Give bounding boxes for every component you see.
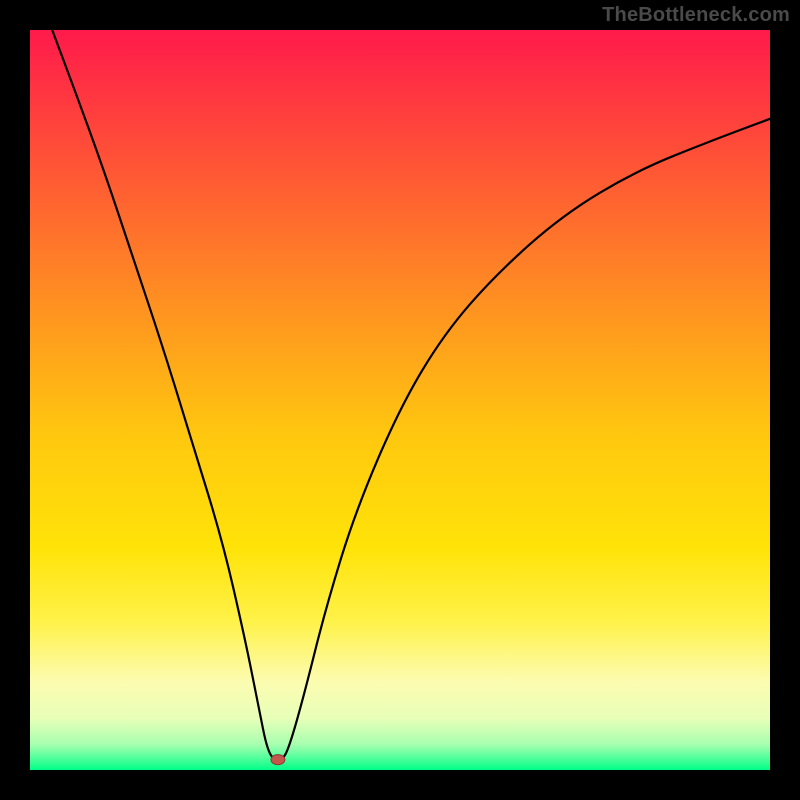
chart-svg: [0, 0, 800, 800]
bottleneck-chart: TheBottleneck.com: [0, 0, 800, 800]
watermark-text: TheBottleneck.com: [602, 4, 790, 27]
minimum-marker: [271, 755, 285, 765]
plot-gradient-background: [30, 30, 770, 770]
